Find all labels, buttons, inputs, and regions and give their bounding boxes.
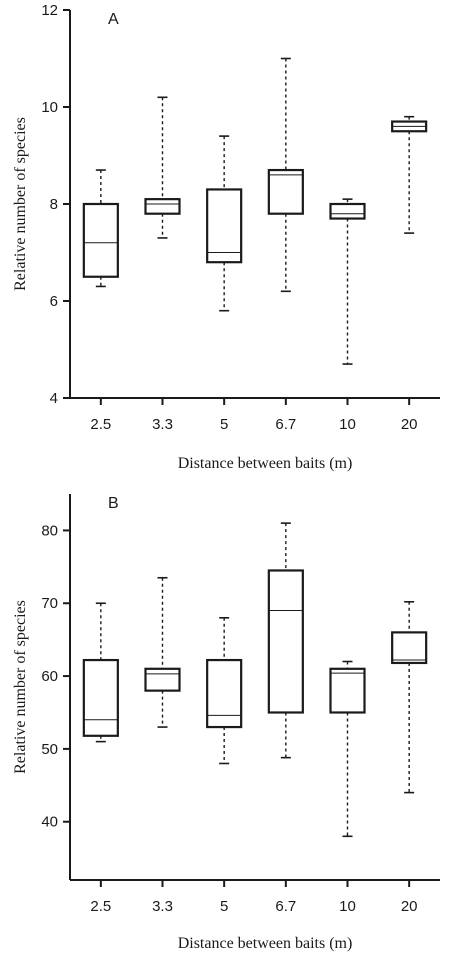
y-tick-label: 6 xyxy=(50,293,58,310)
y-axis-title: Relative number of species xyxy=(12,600,29,774)
x-tick-label: 20 xyxy=(401,416,418,433)
y-tick-label: 10 xyxy=(41,99,58,116)
iqr-box xyxy=(267,569,304,714)
y-tick-label: 70 xyxy=(41,595,58,612)
box-5 xyxy=(206,617,243,765)
panel-b-plot: 40 50 60 70 80 2.5 3.3 5 6.7 10 20 B Distance betwee… xyxy=(12,494,440,952)
box-3.3 xyxy=(144,96,181,239)
box-5 xyxy=(206,135,243,312)
x-tick-label: 10 xyxy=(339,898,356,915)
panel-a-plot: 4 6 8 10 12 2.5 3.3 5 6.7 10 20 A Distance between b… xyxy=(12,2,440,472)
box-20 xyxy=(391,600,428,794)
y-tick-label: 4 xyxy=(50,390,58,407)
y-tick-label: 12 xyxy=(41,2,58,19)
box-6.7 xyxy=(267,57,304,293)
iqr-box xyxy=(329,202,366,220)
iqr-box xyxy=(144,667,181,692)
iqr-box xyxy=(206,188,243,264)
box-20 xyxy=(391,115,428,234)
box-2.5 xyxy=(82,602,119,743)
x-tick-label: 10 xyxy=(339,416,356,433)
panel-label: A xyxy=(108,11,119,28)
x-tick-label: 5 xyxy=(220,416,228,433)
panel-label: B xyxy=(108,495,119,512)
x-axis-title: Distance between baits (m) xyxy=(178,455,353,472)
box-6.7 xyxy=(267,522,304,759)
x-tick-label: 20 xyxy=(401,898,418,915)
iqr-box xyxy=(267,168,304,215)
y-tick-label: 50 xyxy=(41,741,58,758)
iqr-box xyxy=(329,667,366,714)
box-10 xyxy=(329,660,366,838)
y-axis-title: Relative number of species xyxy=(12,117,29,291)
x-tick-label: 2.5 xyxy=(90,898,111,915)
x-tick-label: 6.7 xyxy=(275,416,296,433)
iqr-box xyxy=(82,202,119,278)
iqr-box xyxy=(82,658,119,737)
iqr-box xyxy=(144,198,181,215)
y-tick-label: 40 xyxy=(41,814,58,831)
x-tick-label: 3.3 xyxy=(152,898,173,915)
x-tick-label: 6.7 xyxy=(275,898,296,915)
iqr-box xyxy=(206,658,243,729)
x-axis-title: Distance between baits (m) xyxy=(178,935,353,952)
x-tick-label: 5 xyxy=(220,898,228,915)
x-tick-label: 3.3 xyxy=(152,416,173,433)
box-3.3 xyxy=(144,576,181,728)
y-tick-label: 8 xyxy=(50,196,58,213)
iqr-box xyxy=(391,631,428,665)
y-tick-label: 80 xyxy=(41,522,58,539)
x-tick-label: 2.5 xyxy=(90,416,111,433)
box-10 xyxy=(329,198,366,365)
box-2.5 xyxy=(82,169,119,288)
y-tick-label: 60 xyxy=(41,668,58,685)
